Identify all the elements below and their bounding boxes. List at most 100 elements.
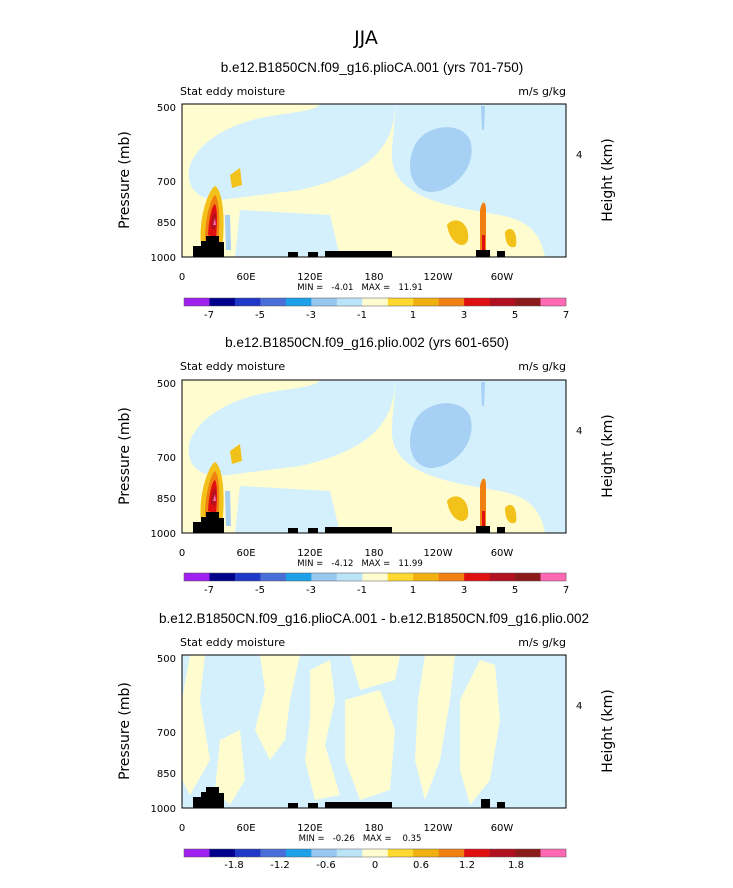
panel-1-xtick-180: 180 [364, 272, 383, 283]
colorbar-swatch [438, 573, 465, 581]
panel-1-y2label: Height (km) [600, 138, 616, 221]
colorbar-swatch [311, 849, 338, 857]
panel-2-cbar-label: -5 [255, 585, 265, 596]
colorbar-swatch [387, 573, 414, 581]
panel-3-cbar-label: -1.8 [224, 860, 244, 871]
panel-1-xtick-120w: 120W [424, 272, 453, 283]
panel-1-ytick-700: 700 [157, 177, 176, 188]
colorbar-swatch [489, 573, 516, 581]
panel-2-y2label: Height (km) [600, 414, 616, 497]
colorbar-swatch [387, 849, 414, 857]
colorbar-swatch [285, 849, 312, 857]
panel-1-title: b.e12.B1850CN.f09_g16.plioCA.001 (yrs 70… [221, 60, 523, 75]
colorbar-swatch [489, 849, 516, 857]
panel-2-right-label: m/s g/kg [518, 360, 566, 373]
panel-3-cbar-label: 0 [372, 860, 378, 871]
panel-3-xtick-180: 180 [364, 823, 383, 834]
panel-1-y-axis: 500 700 850 1000 Pressure (mb) 4 Height … [117, 103, 616, 264]
colorbar-swatch [362, 298, 389, 306]
panel-3-ytick-850: 850 [157, 769, 176, 780]
panel-3-field [181, 654, 567, 809]
panel-2-xtick-120w: 120W [424, 548, 453, 559]
colorbar-border [183, 848, 567, 858]
colorbar-swatch [515, 298, 541, 306]
colorbar-swatch [464, 573, 490, 581]
panel-3-xtick-120w: 120W [424, 823, 453, 834]
colorbar-swatch [515, 573, 541, 581]
panel-1-xtick-60w: 60W [491, 272, 514, 283]
colorbar-swatch [489, 298, 516, 306]
panel-1-cbar-label: 7 [563, 310, 569, 321]
colorbar-swatch [209, 573, 236, 581]
panel-2-y-axis: 500 700 850 1000 Pressure (mb) 4 Height … [117, 379, 616, 540]
colorbar-swatch [209, 849, 236, 857]
colorbar-swatch [260, 849, 287, 857]
panel-3-cbar-label: -1.2 [270, 860, 290, 871]
panel-2-title: b.e12.B1850CN.f09_g16.plio.002 (yrs 601-… [225, 335, 509, 350]
colorbar-swatch [540, 573, 567, 581]
colorbar-swatch [285, 573, 312, 581]
panel-2-field [181, 379, 567, 534]
panel-1-ylabel: Pressure (mb) [117, 131, 133, 229]
colorbar-border [183, 297, 567, 307]
colorbar-swatch [336, 298, 363, 306]
panel-2-colorbar [183, 572, 567, 582]
panel-2-ytick-1000: 1000 [151, 529, 176, 540]
panel-2-cbar-label: 1 [410, 585, 416, 596]
panel-2: b.e12.B1850CN.f09_g16.plio.002 (yrs 601-… [117, 335, 616, 596]
panel-1-xtick-60e: 60E [236, 272, 255, 283]
colorbar-swatch [311, 298, 338, 306]
colorbar-swatch [234, 573, 261, 581]
colorbar-swatch [540, 849, 567, 857]
panel-2-cbar-label: -7 [204, 585, 214, 596]
panel-3-minmax: MIN = -0.26 MAX = 0.35 [299, 834, 422, 844]
panel-3-xtick-60e: 60E [236, 823, 255, 834]
panel-2-minmax: MIN = -4.12 MAX = 11.99 [297, 559, 422, 569]
colorbar-swatch [184, 849, 210, 857]
colorbar-swatch [438, 849, 465, 857]
panel-1-ytick-1000: 1000 [151, 253, 176, 264]
panel-2-cbar-label: 5 [512, 585, 518, 596]
panel-1-ytick-500: 500 [157, 103, 176, 114]
panel-2-left-label: Stat eddy moisture [180, 360, 285, 373]
panel-3-cbar-label: -0.6 [316, 860, 336, 871]
colorbar-swatch [234, 298, 261, 306]
panel-2-ylabel: Pressure (mb) [117, 407, 133, 505]
panel-3-x-axis: 0 60E 120E 180 120W 60W MIN = -0.26 MAX … [179, 823, 514, 844]
panel-3-cbar-label: 1.8 [508, 860, 524, 871]
colorbar-swatch [540, 298, 567, 306]
panel-2-ytick-500: 500 [157, 379, 176, 390]
panel-1-cbar-label: 3 [461, 310, 467, 321]
panel-2-cbar-label: 3 [461, 585, 467, 596]
colorbar-swatch [209, 298, 236, 306]
colorbar-swatch [260, 573, 287, 581]
colorbar-swatch [464, 849, 490, 857]
panel-2-y2tick-4: 4 [576, 426, 582, 437]
panel-1-left-label: Stat eddy moisture [180, 85, 285, 98]
panel-1-cbar-label: -5 [255, 310, 265, 321]
colorbar-swatch [336, 573, 363, 581]
colorbar-swatch [311, 573, 338, 581]
colorbar-swatch [413, 573, 439, 581]
panel-2-xtick-0: 0 [179, 548, 185, 559]
panel-3-cbar-label: 0.6 [413, 860, 429, 871]
panel-1-y2tick-4: 4 [576, 150, 582, 161]
panel-2-cbar-label: -1 [357, 585, 367, 596]
panel-3-left-label: Stat eddy moisture [180, 636, 285, 649]
panel-3: b.e12.B1850CN.f09_g16.plioCA.001 - b.e12… [117, 611, 616, 871]
panel-2-xtick-60w: 60W [491, 548, 514, 559]
panel-1-xtick-0: 0 [179, 272, 185, 283]
panel-2-cbar-label: 7 [563, 585, 569, 596]
panel-3-xtick-0: 0 [179, 823, 185, 834]
colorbar-swatch [464, 298, 490, 306]
colorbar-swatch [285, 298, 312, 306]
panel-1: b.e12.B1850CN.f09_g16.plioCA.001 (yrs 70… [117, 60, 616, 321]
panel-2-x-axis: 0 60E 120E 180 120W 60W MIN = -4.12 MAX … [179, 548, 514, 569]
panel-1-cbar-label: -7 [204, 310, 214, 321]
panel-1-right-label: m/s g/kg [518, 85, 566, 98]
colorbar-swatch [438, 298, 465, 306]
panel-3-xtick-60w: 60W [491, 823, 514, 834]
panel-3-colorbar [183, 848, 567, 858]
panel-3-ytick-700: 700 [157, 728, 176, 739]
colorbar-swatch [234, 849, 261, 857]
